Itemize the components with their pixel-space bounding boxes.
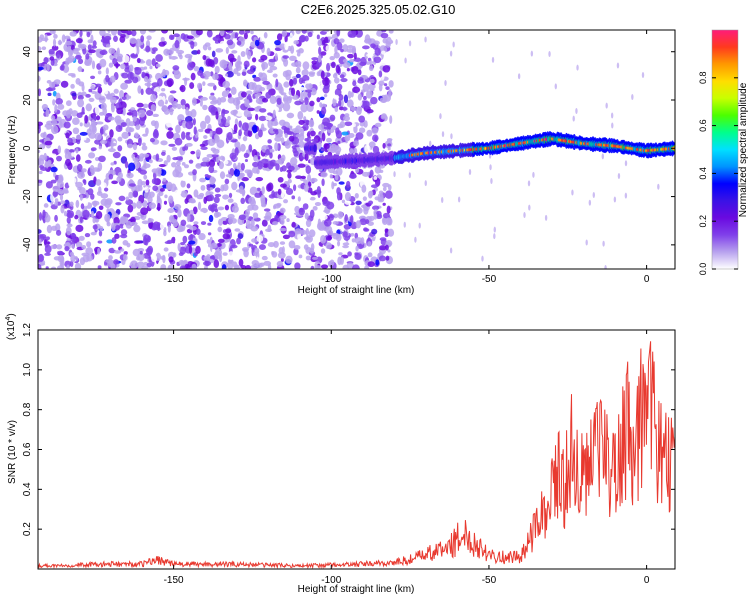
colorbar-tick-label: 0.6 <box>698 119 708 132</box>
colorbar-gradient <box>712 30 738 269</box>
spectrogram-y-tick-label: 20 <box>22 94 33 106</box>
snr-y-tick-label: 0.8 <box>22 402 33 416</box>
snr-x-tick-label: -50 <box>482 575 497 586</box>
snr-y-tick-label: 0.6 <box>22 442 33 456</box>
colorbar-ticks: 0.0 0.2 0.4 0.6 0.8 <box>698 72 738 276</box>
colorbar-tick-label: 0.8 <box>698 72 708 85</box>
snr-y-tick-label: 1.0 <box>22 362 33 376</box>
snr-scale-base: (x10 <box>6 320 17 340</box>
snr-y-label: SNR (10 * v/v) <box>7 420 18 484</box>
svg-text:(x104): (x104) <box>5 313 17 340</box>
snr-y-tick-label: 0.2 <box>22 522 33 536</box>
snr-line-area <box>38 341 675 569</box>
snr-series-line <box>38 341 675 569</box>
spectrogram-x-label: Height of straight line (km) <box>298 285 415 296</box>
snr-y-tick-label: 0.4 <box>22 482 33 496</box>
snr-x-tick-label: 0 <box>644 575 650 586</box>
snr-x-tick-label: -150 <box>164 575 184 586</box>
spectrogram-y-tick-label: -20 <box>22 189 33 204</box>
colorbar-tick-label: 0.2 <box>698 215 708 228</box>
snr-x-tick-label: -100 <box>321 575 341 586</box>
spectrogram-frame <box>37 29 676 270</box>
spectrogram-x-tick-label: -150 <box>164 274 184 285</box>
snr-ticks: -150 -100 -50 0 0.2 0.4 0.6 0.8 1.0 1.2 <box>22 323 675 586</box>
spectrogram-panel: -150 -100 -50 0 -40 -20 0 20 40 Height of straig… <box>7 29 676 296</box>
spectrogram-y-label: Frequency (Hz) <box>7 116 18 185</box>
spectrogram-x-tick-label: -50 <box>482 274 497 285</box>
spectrogram-y-tick-label: 40 <box>22 46 33 58</box>
spectrogram-y-tick-label: -40 <box>22 237 33 252</box>
spectrogram-x-tick-label: -100 <box>321 274 341 285</box>
figure-title: C2E6.2025.325.05.02.G10 <box>301 2 456 17</box>
spectrogram-heatmap <box>38 30 675 269</box>
snr-panel: -150 -100 -50 0 0.2 0.4 0.6 0.8 1.0 1.2 Height of… <box>5 313 676 595</box>
snr-frame <box>37 329 676 570</box>
colorbar: 0.0 0.2 0.4 0.6 0.8 Normalized spectral ampl… <box>698 29 749 276</box>
snr-y-tick-label: 1.2 <box>22 323 33 337</box>
snr-scale-exp: 4 <box>5 317 12 321</box>
colorbar-tick-label: 0.4 <box>698 167 708 180</box>
colorbar-label: Normalized spectral amplitude <box>738 82 749 217</box>
spectrogram-ticks: -150 -100 -50 0 -40 -20 0 20 40 <box>22 30 675 285</box>
spectrogram-x-tick-label: 0 <box>644 274 650 285</box>
spectrogram-y-tick-label: 0 <box>22 145 33 151</box>
colorbar-tick-label: 0.0 <box>698 263 708 276</box>
snr-scale-label: (x104) <box>5 313 17 340</box>
snr-x-label: Height of straight line (km) <box>298 584 415 595</box>
